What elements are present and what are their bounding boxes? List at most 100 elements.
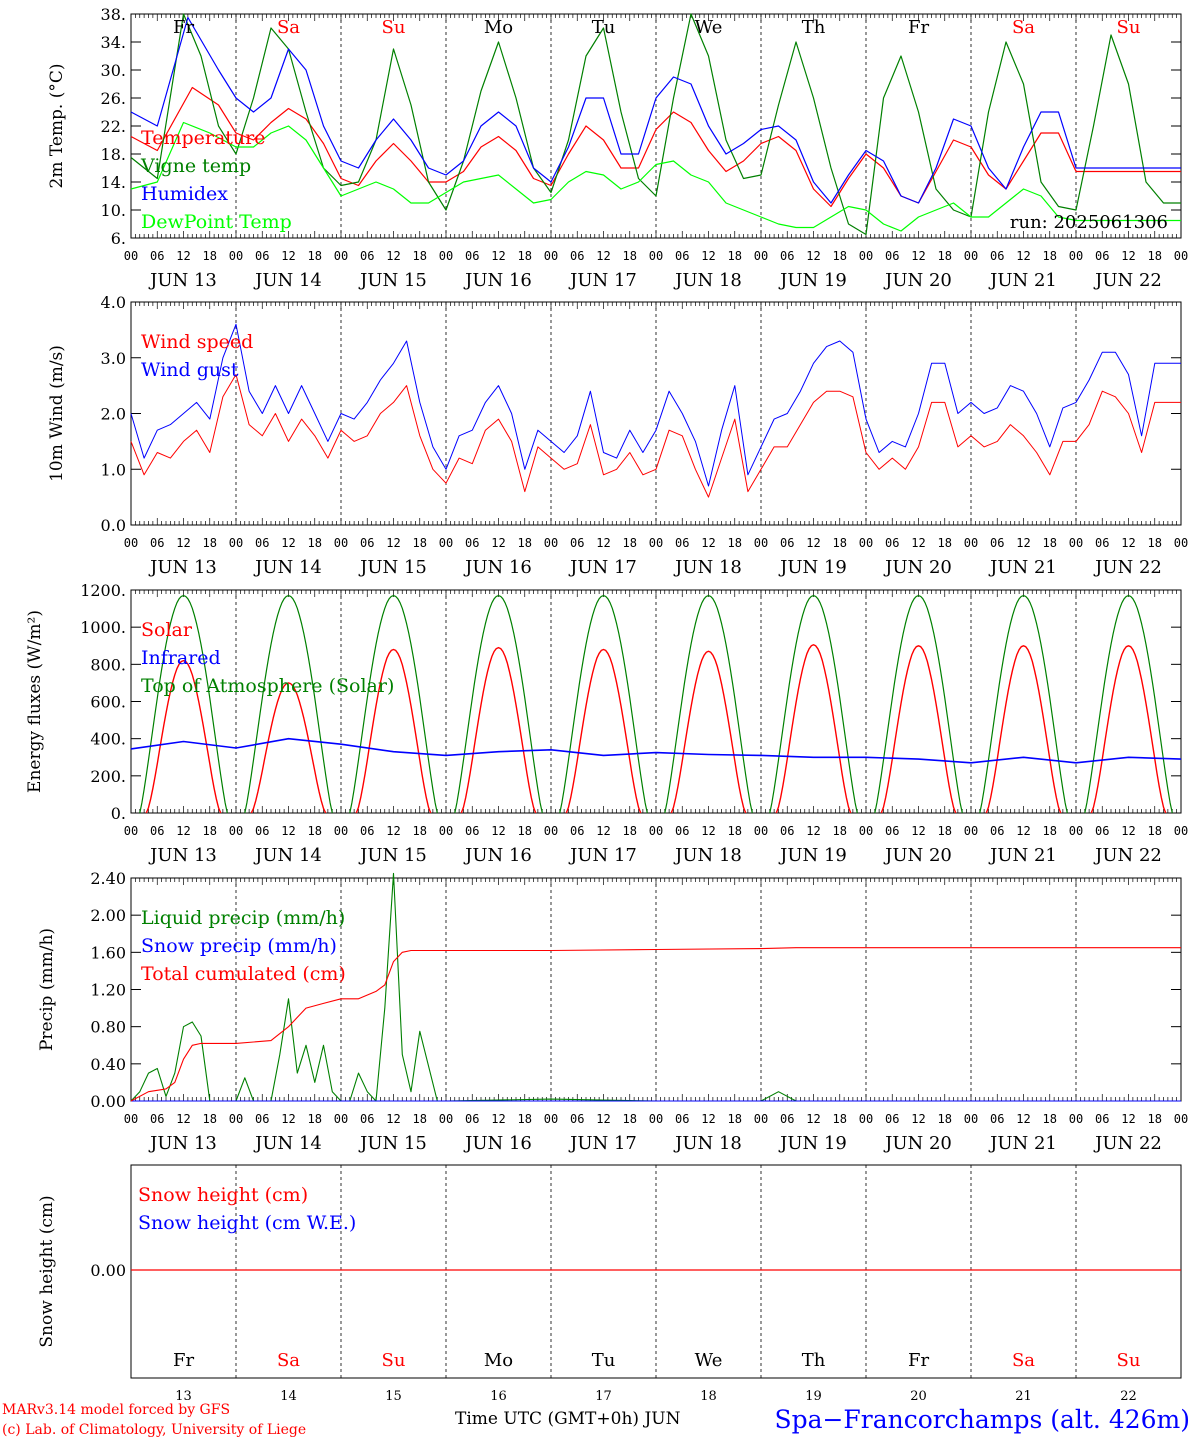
hour-tick-label: 12 xyxy=(806,824,820,838)
station-title: Spa−Francorchamps (alt. 426m) xyxy=(774,1405,1190,1434)
y-tick-label: 14. xyxy=(101,173,126,192)
series-line xyxy=(244,594,333,814)
weekday-label: Th xyxy=(802,17,826,38)
series-line xyxy=(349,594,438,814)
weekday-label: Fr xyxy=(173,1350,194,1371)
y-tick-label: 1.60 xyxy=(90,943,126,962)
hour-tick-label: 18 xyxy=(728,536,742,550)
y-tick-label: 22. xyxy=(101,117,126,136)
hour-tick-label: 18 xyxy=(833,536,847,550)
hour-tick-label: 06 xyxy=(150,824,164,838)
hour-tick-label: 12 xyxy=(1121,249,1135,263)
hour-tick-label: 12 xyxy=(596,824,610,838)
hour-tick-label: 18 xyxy=(623,1112,637,1126)
y-tick-label: 26. xyxy=(101,89,126,108)
day-label: JUN 18 xyxy=(673,557,742,578)
hour-tick-label: 06 xyxy=(1095,1112,1109,1126)
day-number-label: 18 xyxy=(700,1389,717,1404)
hour-tick-label: 12 xyxy=(281,824,295,838)
y-tick-label: 1.20 xyxy=(90,981,126,1000)
hour-tick-label: 12 xyxy=(911,824,925,838)
y-tick-label: 6. xyxy=(111,229,126,248)
hour-tick-label: 06 xyxy=(360,536,374,550)
hour-tick-label: 00 xyxy=(229,1112,243,1126)
weekday-label: Sa xyxy=(277,17,300,38)
day-number-label: 14 xyxy=(280,1389,297,1404)
y-tick-label: 0. xyxy=(111,804,126,823)
day-label: JUN 14 xyxy=(253,270,322,291)
day-label: JUN 14 xyxy=(253,845,322,866)
day-label: JUN 15 xyxy=(358,270,427,291)
panel-frame xyxy=(130,589,1182,814)
hour-tick-label: 06 xyxy=(885,536,899,550)
y-axis-label: Snow height (cm) xyxy=(37,1195,57,1347)
day-label: JUN 20 xyxy=(883,557,952,578)
hour-tick-label: 12 xyxy=(1016,824,1030,838)
series-line xyxy=(130,86,1181,208)
legend-entry: Snow height (cm W.E.) xyxy=(138,1212,356,1234)
hour-tick-label: 00 xyxy=(334,249,348,263)
hour-tick-label: 12 xyxy=(1016,249,1030,263)
day-label: JUN 22 xyxy=(1093,557,1162,578)
hour-tick-label: 18 xyxy=(1043,824,1057,838)
series-line xyxy=(880,645,957,814)
hour-tick-label: 00 xyxy=(544,536,558,550)
day-label: JUN 21 xyxy=(988,270,1057,291)
hour-tick-label: 18 xyxy=(518,249,532,263)
hour-tick-label: 06 xyxy=(1095,536,1109,550)
hour-tick-label: 12 xyxy=(386,1112,400,1126)
weekday-label: Tu xyxy=(592,1350,616,1371)
hour-tick-label: 18 xyxy=(413,824,427,838)
hour-tick-label: 18 xyxy=(728,249,742,263)
y-tick-label: 10. xyxy=(101,201,126,220)
weekday-label: Sa xyxy=(1012,17,1035,38)
hour-tick-label: 06 xyxy=(465,1112,479,1126)
legend-entry: Temperature xyxy=(141,127,265,149)
hour-tick-label: 00 xyxy=(1069,1112,1083,1126)
y-tick-label: 400. xyxy=(90,730,126,749)
y-tick-label: 3.0 xyxy=(101,349,126,368)
hour-tick-label: 00 xyxy=(1069,536,1083,550)
hour-tick-label: 12 xyxy=(806,249,820,263)
hour-tick-label: 06 xyxy=(990,536,1004,550)
hour-tick-label: 18 xyxy=(938,1112,952,1126)
hour-tick-label: 00 xyxy=(754,249,768,263)
hour-tick-label: 12 xyxy=(281,249,295,263)
y-tick-label: 800. xyxy=(90,655,126,674)
hour-tick-label: 00 xyxy=(334,1112,348,1126)
hour-tick-label: 06 xyxy=(465,249,479,263)
y-tick-label: 1.0 xyxy=(101,460,126,479)
y-tick-label: 2.40 xyxy=(90,869,126,888)
day-label: JUN 20 xyxy=(883,270,952,291)
series-line xyxy=(130,323,1181,487)
series-line xyxy=(985,645,1062,814)
day-label: JUN 16 xyxy=(463,845,532,866)
hour-tick-label: 00 xyxy=(1174,249,1188,263)
hour-tick-label: 06 xyxy=(990,824,1004,838)
hour-tick-label: 00 xyxy=(544,249,558,263)
series-line xyxy=(460,646,537,814)
day-number-label: 16 xyxy=(490,1389,507,1404)
hour-tick-label: 12 xyxy=(491,824,505,838)
hour-tick-label: 00 xyxy=(964,536,978,550)
hour-tick-label: 12 xyxy=(1016,536,1030,550)
weekday-label: Mo xyxy=(484,17,513,38)
hour-tick-label: 00 xyxy=(124,249,138,263)
day-number-label: 22 xyxy=(1120,1389,1137,1404)
hour-tick-label: 00 xyxy=(649,1112,663,1126)
hour-tick-label: 06 xyxy=(360,824,374,838)
hour-tick-label: 18 xyxy=(308,1112,322,1126)
hour-tick-label: 00 xyxy=(964,824,978,838)
hour-tick-label: 06 xyxy=(885,249,899,263)
day-number-label: 21 xyxy=(1015,1389,1032,1404)
day-label: JUN 17 xyxy=(568,845,637,866)
hour-tick-label: 18 xyxy=(203,536,217,550)
y-tick-label: 18. xyxy=(101,145,126,164)
hour-tick-label: 12 xyxy=(1121,824,1135,838)
hour-tick-label: 06 xyxy=(675,824,689,838)
hour-tick-label: 06 xyxy=(675,1112,689,1126)
hour-tick-label: 12 xyxy=(701,249,715,263)
hour-tick-label: 00 xyxy=(1174,1112,1188,1126)
series-line xyxy=(355,648,432,814)
